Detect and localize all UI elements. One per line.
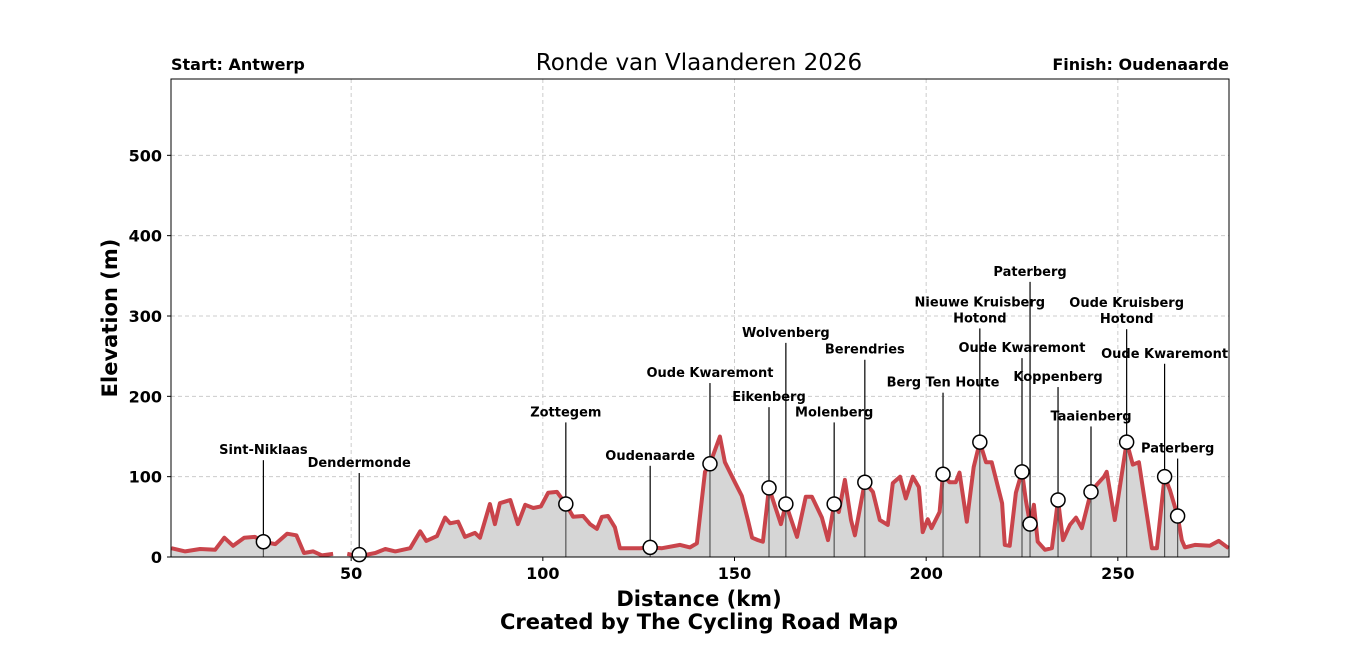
climb-label-line: Berendries (825, 343, 905, 358)
x-tick-label: 250 (1101, 564, 1134, 583)
climb-label: Oude Kwaremont (646, 366, 773, 381)
profile-line (346, 434, 1230, 559)
climb-marker (351, 546, 367, 563)
climb-marker (935, 466, 951, 483)
start-label: Start: Antwerp (171, 55, 305, 74)
climb-label: Oude Kruisberg Hotond (1069, 296, 1184, 327)
climb-label-line: Oudenaarde (605, 449, 695, 464)
profile-area (170, 434, 1230, 559)
climb-label-line: Nieuwe Kruisberg (915, 295, 1046, 310)
climb-label-line: Berg Ten Houte (887, 376, 1000, 391)
climb-label-line: Koppenberg (1013, 370, 1102, 385)
climb-label: Nieuwe Kruisberg Hotond (915, 295, 1046, 326)
y-tick-label: 200 (129, 387, 162, 406)
chart-title: Ronde van Vlaanderen 2026 (536, 50, 862, 76)
climb-label-line: Dendermonde (308, 456, 411, 471)
x-tick-label: 100 (526, 564, 559, 583)
climb-label: Zottegem (530, 405, 601, 420)
climb-marker (826, 496, 842, 512)
axis-ticks: 50 100 150 200 250 0 100 200 300 400 500 (129, 146, 1135, 583)
climb-label-line: Wolvenberg (742, 326, 830, 341)
climb-marker (778, 496, 794, 512)
y-axis-label: Elevation (m) (98, 239, 122, 398)
climb-label-line: Zottegem (530, 405, 601, 420)
climb-marker (1083, 484, 1099, 500)
y-tick-label: 500 (129, 146, 162, 165)
x-tick-label: 150 (718, 564, 751, 583)
climb-label-line: Taaienberg (1050, 409, 1131, 424)
climb-label: Molenberg (795, 405, 873, 420)
climb-marker (761, 480, 777, 496)
credit-label: Created by The Cycling Road Map (500, 610, 898, 634)
climb-marker (702, 456, 718, 472)
climb-marker (1022, 516, 1038, 532)
y-tick-label: 400 (129, 227, 162, 246)
climb-label: Paterberg (1141, 442, 1214, 457)
climb-label: Dendermonde (308, 456, 411, 471)
y-tick-label: 100 (129, 468, 162, 487)
climb-label-line: Sint-Niklaas (219, 443, 308, 458)
climb-label-line: Hotond (953, 311, 1007, 326)
climb-label: Oude Kwaremont (959, 341, 1086, 356)
climb-marker (1014, 464, 1030, 480)
climb-marker (642, 539, 658, 556)
y-tick-label: 300 (129, 307, 162, 326)
climb-marker (972, 434, 988, 450)
x-tick-label: 50 (340, 564, 362, 583)
climb-label: Wolvenberg (742, 326, 830, 341)
climb-label-line: Hotond (1100, 312, 1154, 327)
climb-label-line: Oude Kruisberg (1069, 296, 1184, 311)
x-tick-label: 200 (909, 564, 942, 583)
climb-label-line: Oude Kwaremont (1101, 347, 1228, 362)
climb-label-line: Eikenberg (732, 390, 806, 405)
climb-label-line: Oude Kwaremont (959, 341, 1086, 356)
climb-label: Koppenberg (1013, 370, 1102, 385)
profile-fill (347, 436, 1229, 557)
climb-marker (1050, 492, 1066, 508)
climb-label-line: Paterberg (1141, 442, 1214, 457)
climb-label-line: Paterberg (993, 265, 1066, 280)
climb-label: Eikenberg (732, 390, 806, 405)
climb-marker (255, 533, 272, 550)
climb-marker (1169, 508, 1186, 524)
grid (171, 79, 1229, 557)
climb-marker (1118, 434, 1135, 450)
climb-label: Oudenaarde (605, 449, 695, 464)
climb-label: Oude Kwaremont (1101, 347, 1228, 362)
climb-label: Sint-Niklaas (219, 443, 308, 458)
climb-label: Berg Ten Houte (887, 376, 1000, 391)
climb-marker (857, 474, 873, 491)
climb-marker (558, 496, 574, 512)
climb-label: Taaienberg (1050, 409, 1131, 424)
finish-label: Finish: Oudenaarde (1052, 55, 1229, 74)
y-tick-label: 0 (151, 548, 162, 567)
climb-label-line: Oude Kwaremont (646, 366, 773, 381)
plot-frame (170, 78, 1230, 558)
climb-marker (1156, 468, 1173, 485)
climb-label: Berendries (825, 343, 905, 358)
climb-label-line: Molenberg (795, 405, 873, 420)
x-axis-label: Distance (km) (616, 587, 781, 611)
climb-label: Paterberg (993, 265, 1066, 280)
